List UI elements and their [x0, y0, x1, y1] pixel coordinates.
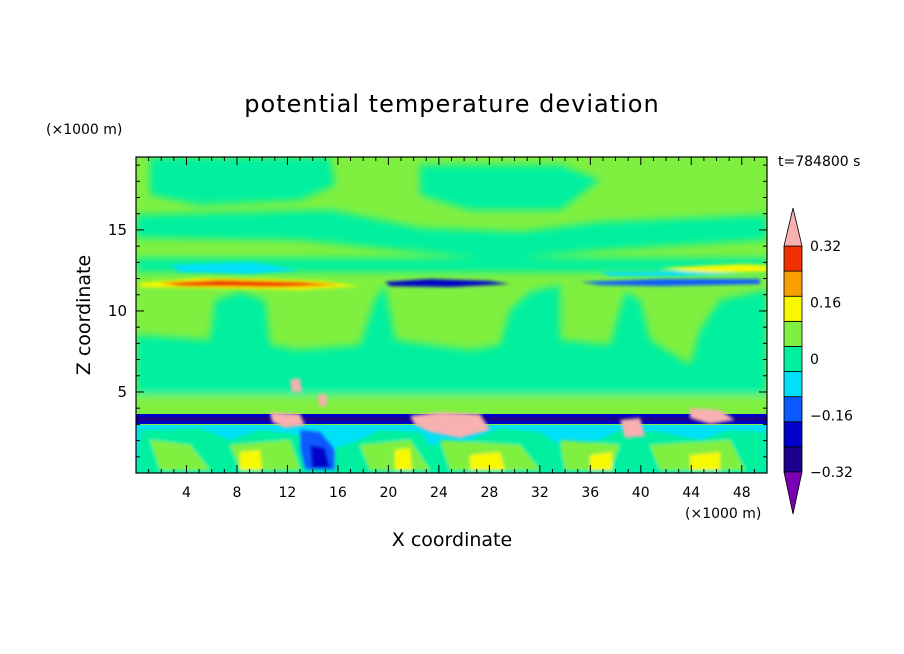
x-tick-label: 36: [581, 485, 599, 501]
y-axis-ticks: 5 10 15: [108, 164, 767, 458]
y-axis-label: Z coordinate: [73, 255, 95, 375]
tropopause-cyan-2: [600, 271, 740, 276]
bl-yellow-3: [470, 452, 505, 470]
y-tick-label: 15: [108, 221, 127, 239]
colorbar-bin: [783, 295, 803, 322]
x-tick-label: 48: [733, 485, 751, 501]
bl-yellow-5: [690, 452, 720, 470]
x-axis-label: X coordinate: [392, 529, 512, 551]
y-tick-label: 5: [117, 383, 127, 401]
time-label: t=784800 s: [778, 154, 860, 170]
colorbar-bin: [783, 320, 803, 347]
upper-teal-blob: [420, 165, 600, 210]
colorbar-max-arrow: [783, 207, 803, 247]
x-axis-ticks: 4 8 12 16 20 24 28 32 36 40 44 48: [148, 157, 755, 501]
mid-teal-layer: [136, 258, 767, 272]
chart-title: potential temperature deviation: [244, 90, 659, 118]
colorbar: 0.32 0.16 0 −0.16 −0.32: [783, 207, 853, 515]
bl-top-green: [136, 395, 767, 412]
tropopause-cold-band-2: [580, 279, 760, 286]
colorbar-label: −0.32: [810, 465, 853, 481]
upper-teal-band: [136, 210, 767, 260]
bl-navy-core: [310, 445, 330, 468]
contour-field: [136, 157, 767, 473]
upper-teal-patch: [150, 157, 335, 205]
warm-cloud-2: [410, 412, 490, 438]
x-tick-label: 40: [632, 485, 650, 501]
x-tick-label: 8: [232, 485, 241, 501]
y-unit-label: (×1000 m): [46, 122, 122, 138]
x-tick-label: 28: [480, 485, 498, 501]
colorbar-label: 0: [810, 352, 819, 368]
warm-cloud-4: [690, 408, 735, 424]
colorbar-bin: [783, 245, 803, 272]
colorbar-label: 0.16: [810, 296, 841, 312]
bl-yellow-1: [240, 450, 262, 470]
bl-yellow-4: [590, 452, 612, 470]
x-tick-label: 12: [279, 485, 297, 501]
tropopause-warm-right: [660, 264, 767, 273]
tropopause-hot-core: [160, 280, 340, 287]
colorbar-bin: [783, 270, 803, 297]
bl-lightgreen-1: [150, 440, 210, 470]
bl-yellow-2: [395, 448, 412, 470]
warm-cloud-1: [270, 412, 305, 428]
x-tick-label: 4: [182, 485, 191, 501]
tropopause-cyan-1: [170, 262, 300, 274]
warm-cloud-3: [620, 418, 645, 438]
colorbar-label: 0.32: [810, 239, 841, 255]
colorbar-bin: [783, 446, 803, 473]
x-tick-label: 32: [531, 485, 549, 501]
tropopause-cold-band: [385, 279, 510, 287]
x-tick-label: 20: [379, 485, 397, 501]
x-tick-label: 24: [430, 485, 448, 501]
x-tick-label: 44: [682, 485, 700, 501]
colorbar-label: −0.16: [810, 409, 853, 425]
colorbar-bin: [783, 396, 803, 423]
x-tick-label: 16: [329, 485, 347, 501]
colorbar-min-arrow: [783, 471, 803, 515]
colorbar-bin: [783, 421, 803, 448]
colorbar-bin: [783, 371, 803, 398]
warm-dots: [290, 378, 327, 406]
colorbar-bin: [783, 346, 803, 372]
lower-teal-region: [136, 285, 767, 395]
y-tick-label: 10: [108, 302, 127, 320]
x-unit-label: (×1000 m): [685, 506, 761, 522]
